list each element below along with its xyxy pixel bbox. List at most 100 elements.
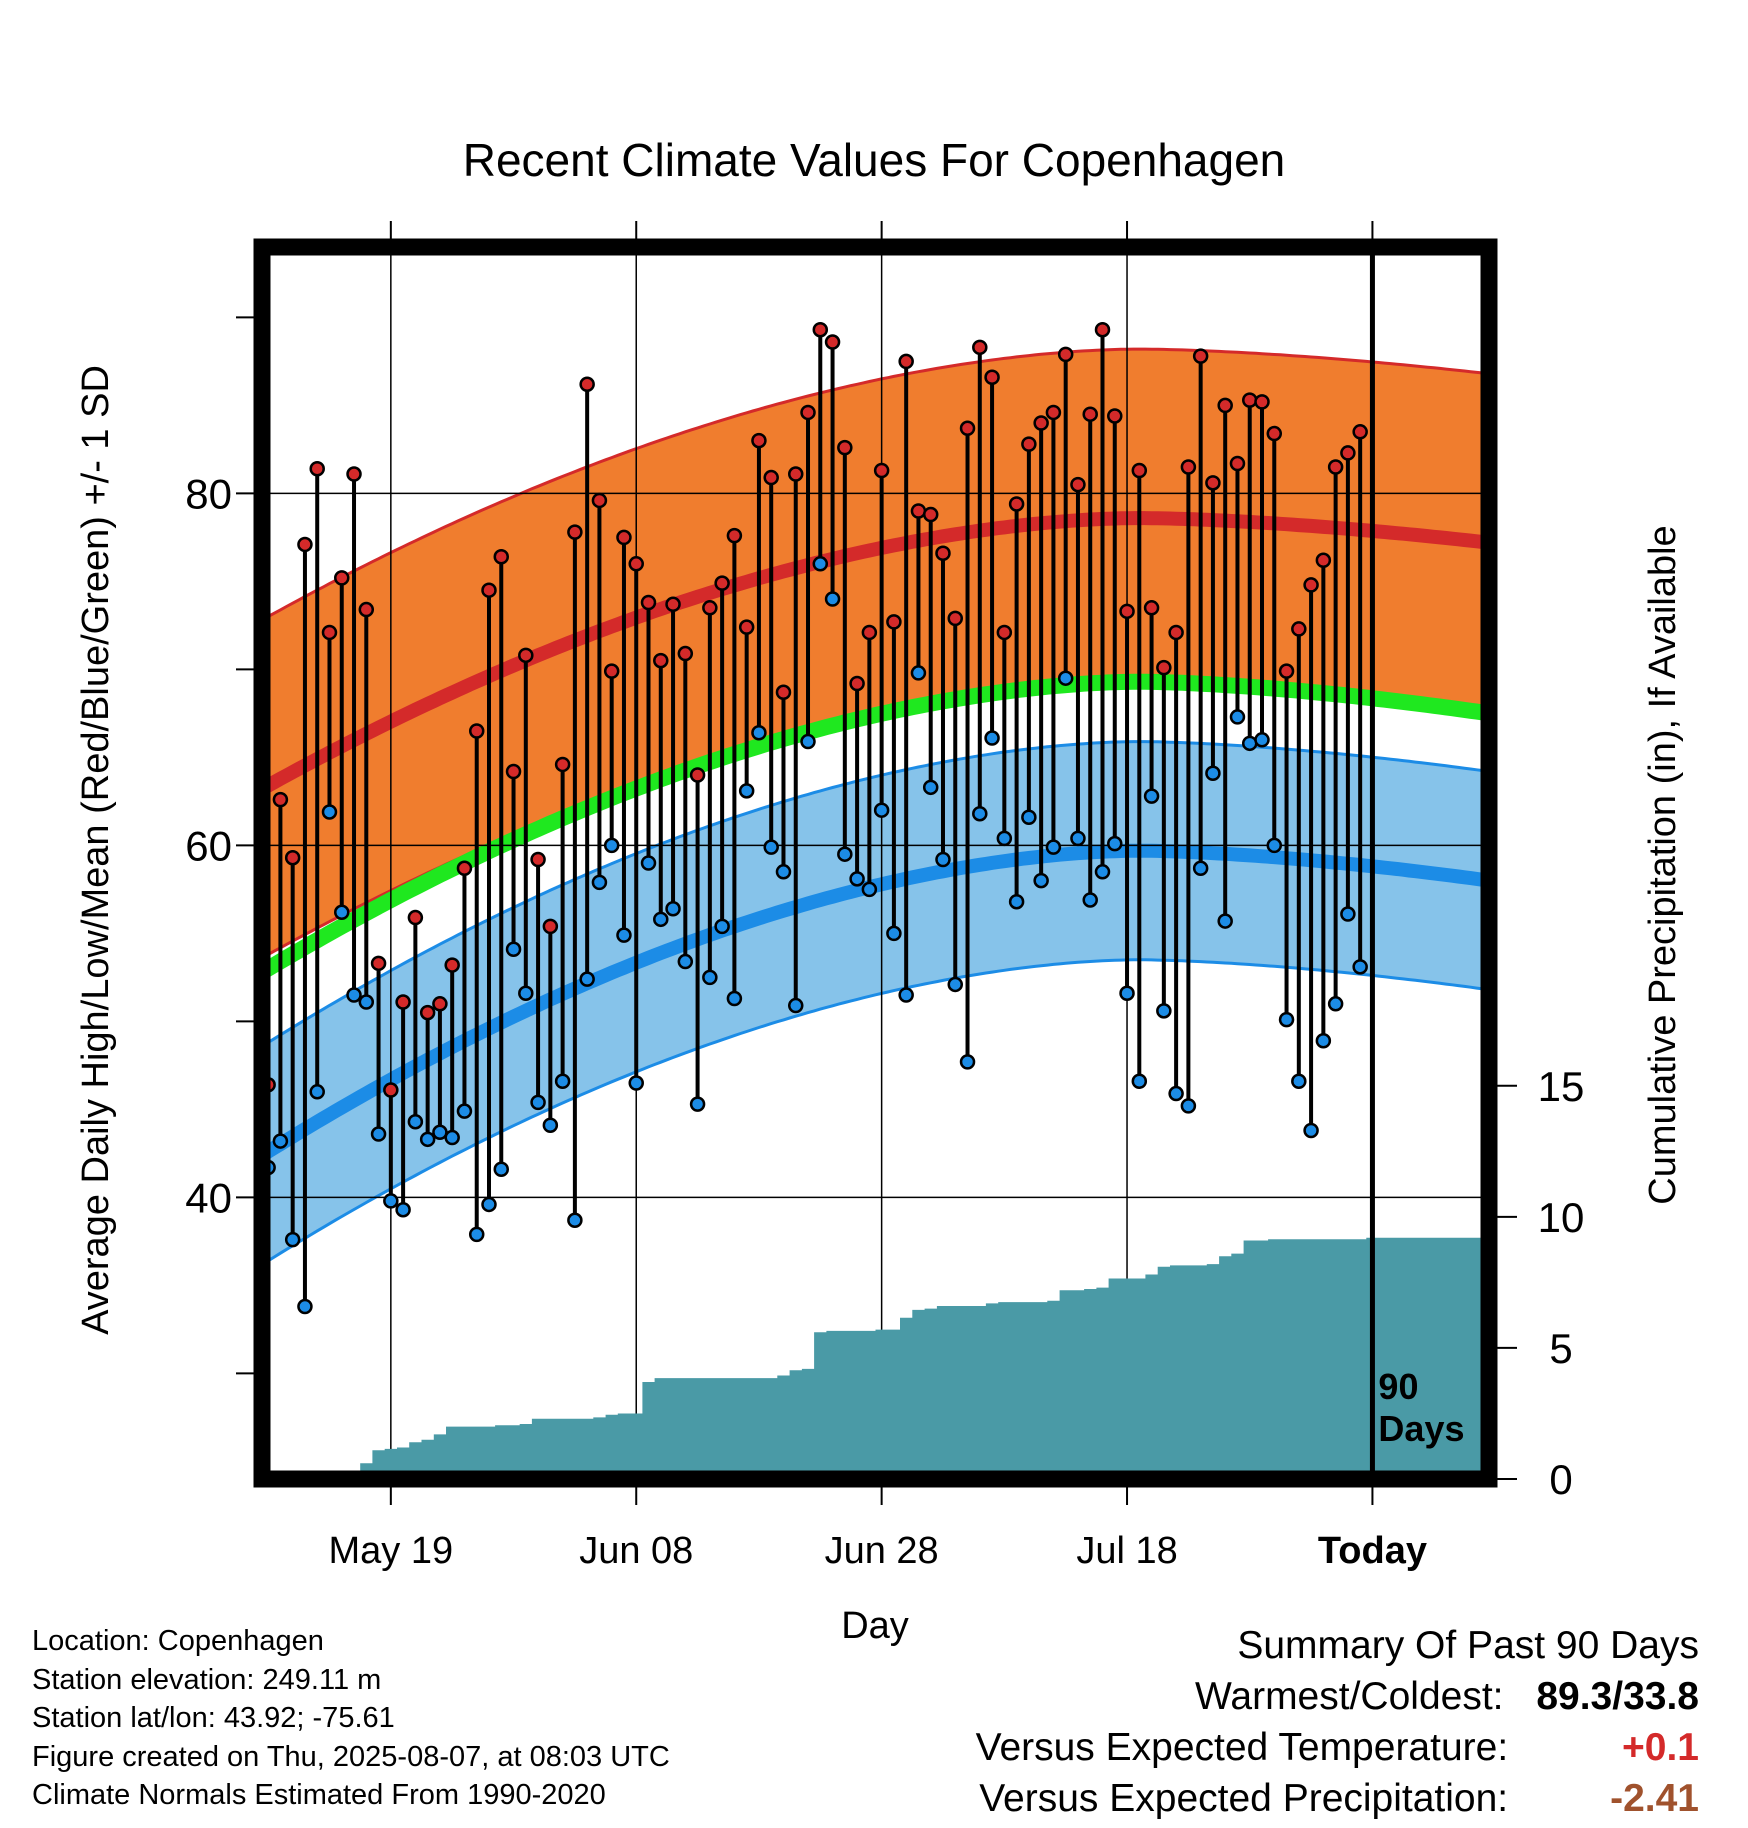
daily-low-point [1119,985,1135,1001]
daily-low-point [321,804,338,820]
daily-low-point [665,901,681,917]
observations-layer [260,321,1368,1315]
precipitation-layer [262,1237,1489,1479]
daily-high-point [554,756,571,773]
daily-high-point [444,957,460,973]
daily-high-point [1057,346,1074,363]
daily-low-point [1315,1033,1332,1049]
daily-low-point [689,1096,706,1112]
daily-high-point [1217,397,1233,414]
daily-low-point [309,1084,325,1100]
y-axis-left-label: Average Daily High/Low/Mean (Red/Blue/Gr… [75,365,117,1335]
daily-high-point [1192,348,1209,364]
x-axis-label: Day [841,1605,909,1647]
daily-low-point [1303,1122,1319,1139]
info-created: Figure created on Thu, 2025-08-07, at 08… [32,1740,670,1773]
daily-high-point [432,996,448,1012]
daily-high-point [1107,408,1123,424]
daily-high-point [1229,455,1246,472]
daily-low-point [1143,788,1160,804]
info-latlon: Station lat/lon: 43.92; -75.61 [32,1702,395,1734]
daily-high-point [738,619,755,635]
daily-low-point [370,1126,387,1142]
daily-high-point [419,1004,436,1021]
daily-high-point [1156,659,1172,676]
daily-low-point [1045,839,1062,855]
daily-low-point [1278,1011,1295,1028]
daily-low-point [910,665,927,681]
y-right-tick-label: 15 [1538,1063,1585,1110]
daily-high-point [1119,603,1135,620]
daily-low-point [714,918,730,935]
daily-high-point [603,663,620,679]
daily-low-point [640,855,657,871]
daily-low-point [849,871,865,887]
daily-low-point [775,864,792,880]
daily-low-point [873,802,890,818]
daily-low-point [1352,959,1368,975]
daily-high-point [1008,496,1025,512]
y-right-tick-label: 10 [1538,1194,1585,1241]
daily-low-point [1021,809,1037,825]
daily-high-point [407,909,424,926]
warm-cold-label: Warmest/Coldest: [1195,1675,1504,1718]
daily-high-point [1168,624,1184,641]
frame-layer: 90 Days [253,238,1498,1488]
x-tick-label: Today [1318,1530,1427,1572]
daily-low-point [456,1103,473,1119]
daily-high-point [873,462,890,479]
daily-high-point [628,556,644,572]
x-tick-label: Jul 18 [1076,1530,1177,1572]
daily-low-point [358,994,375,1010]
daily-low-point [383,1193,399,1209]
daily-high-point [383,1082,399,1098]
daily-low-point [1340,906,1356,922]
daily-low-point [1254,732,1270,748]
daily-low-point [297,1298,313,1315]
daily-high-point [1327,459,1344,475]
low-normal-band [262,741,1489,1265]
daily-low-point [1327,996,1344,1012]
daily-low-point [1229,709,1246,725]
daily-low-point [861,881,878,898]
info-elevation: Station elevation: 249.11 m [32,1663,382,1696]
daily-low-point [518,985,534,1001]
daily-low-point [1217,913,1233,929]
daily-high-point [1278,663,1295,679]
daily-low-point [677,953,694,970]
info-location: Location: Copenhagen [32,1625,324,1657]
daily-high-point [984,369,1000,385]
daily-low-point [1057,670,1074,686]
plot-frame [253,238,1498,1488]
daily-low-point [1291,1073,1307,1089]
y-left-tick-label: 40 [185,1174,232,1221]
period-marker-line: 90 [1378,1366,1418,1407]
daily-high-point [1033,415,1049,431]
daily-high-point [787,466,804,482]
summary-precip-row: Versus Expected Precipitation: -2.41 [976,1773,1699,1824]
daily-low-point [542,1117,559,1133]
daily-low-point [1168,1085,1184,1102]
daily-high-point [1070,476,1086,493]
period-marker-line: Days [1378,1408,1464,1449]
daily-high-point [653,652,669,669]
x-tick-label: Jun 28 [825,1530,939,1572]
daily-high-point [935,545,951,561]
daily-low-point [824,591,841,607]
daily-high-point [824,334,841,350]
daily-low-point [395,1201,411,1218]
daily-high-point [272,791,289,808]
daily-low-point [1094,864,1111,880]
daily-high-point [1291,621,1307,637]
info-normals: Climate Normals Estimated From 1990-2020 [32,1779,606,1811]
daily-high-point [763,469,779,486]
daily-low-point [935,851,951,868]
daily-high-point [775,684,792,701]
daily-high-point [1045,404,1062,421]
daily-high-point [1315,552,1332,569]
daily-low-point [616,927,632,943]
period-marker-label: 90 Days [1378,1366,1464,1449]
daily-low-point [787,997,804,1014]
daily-low-point [751,725,767,741]
daily-high-point [530,851,546,868]
